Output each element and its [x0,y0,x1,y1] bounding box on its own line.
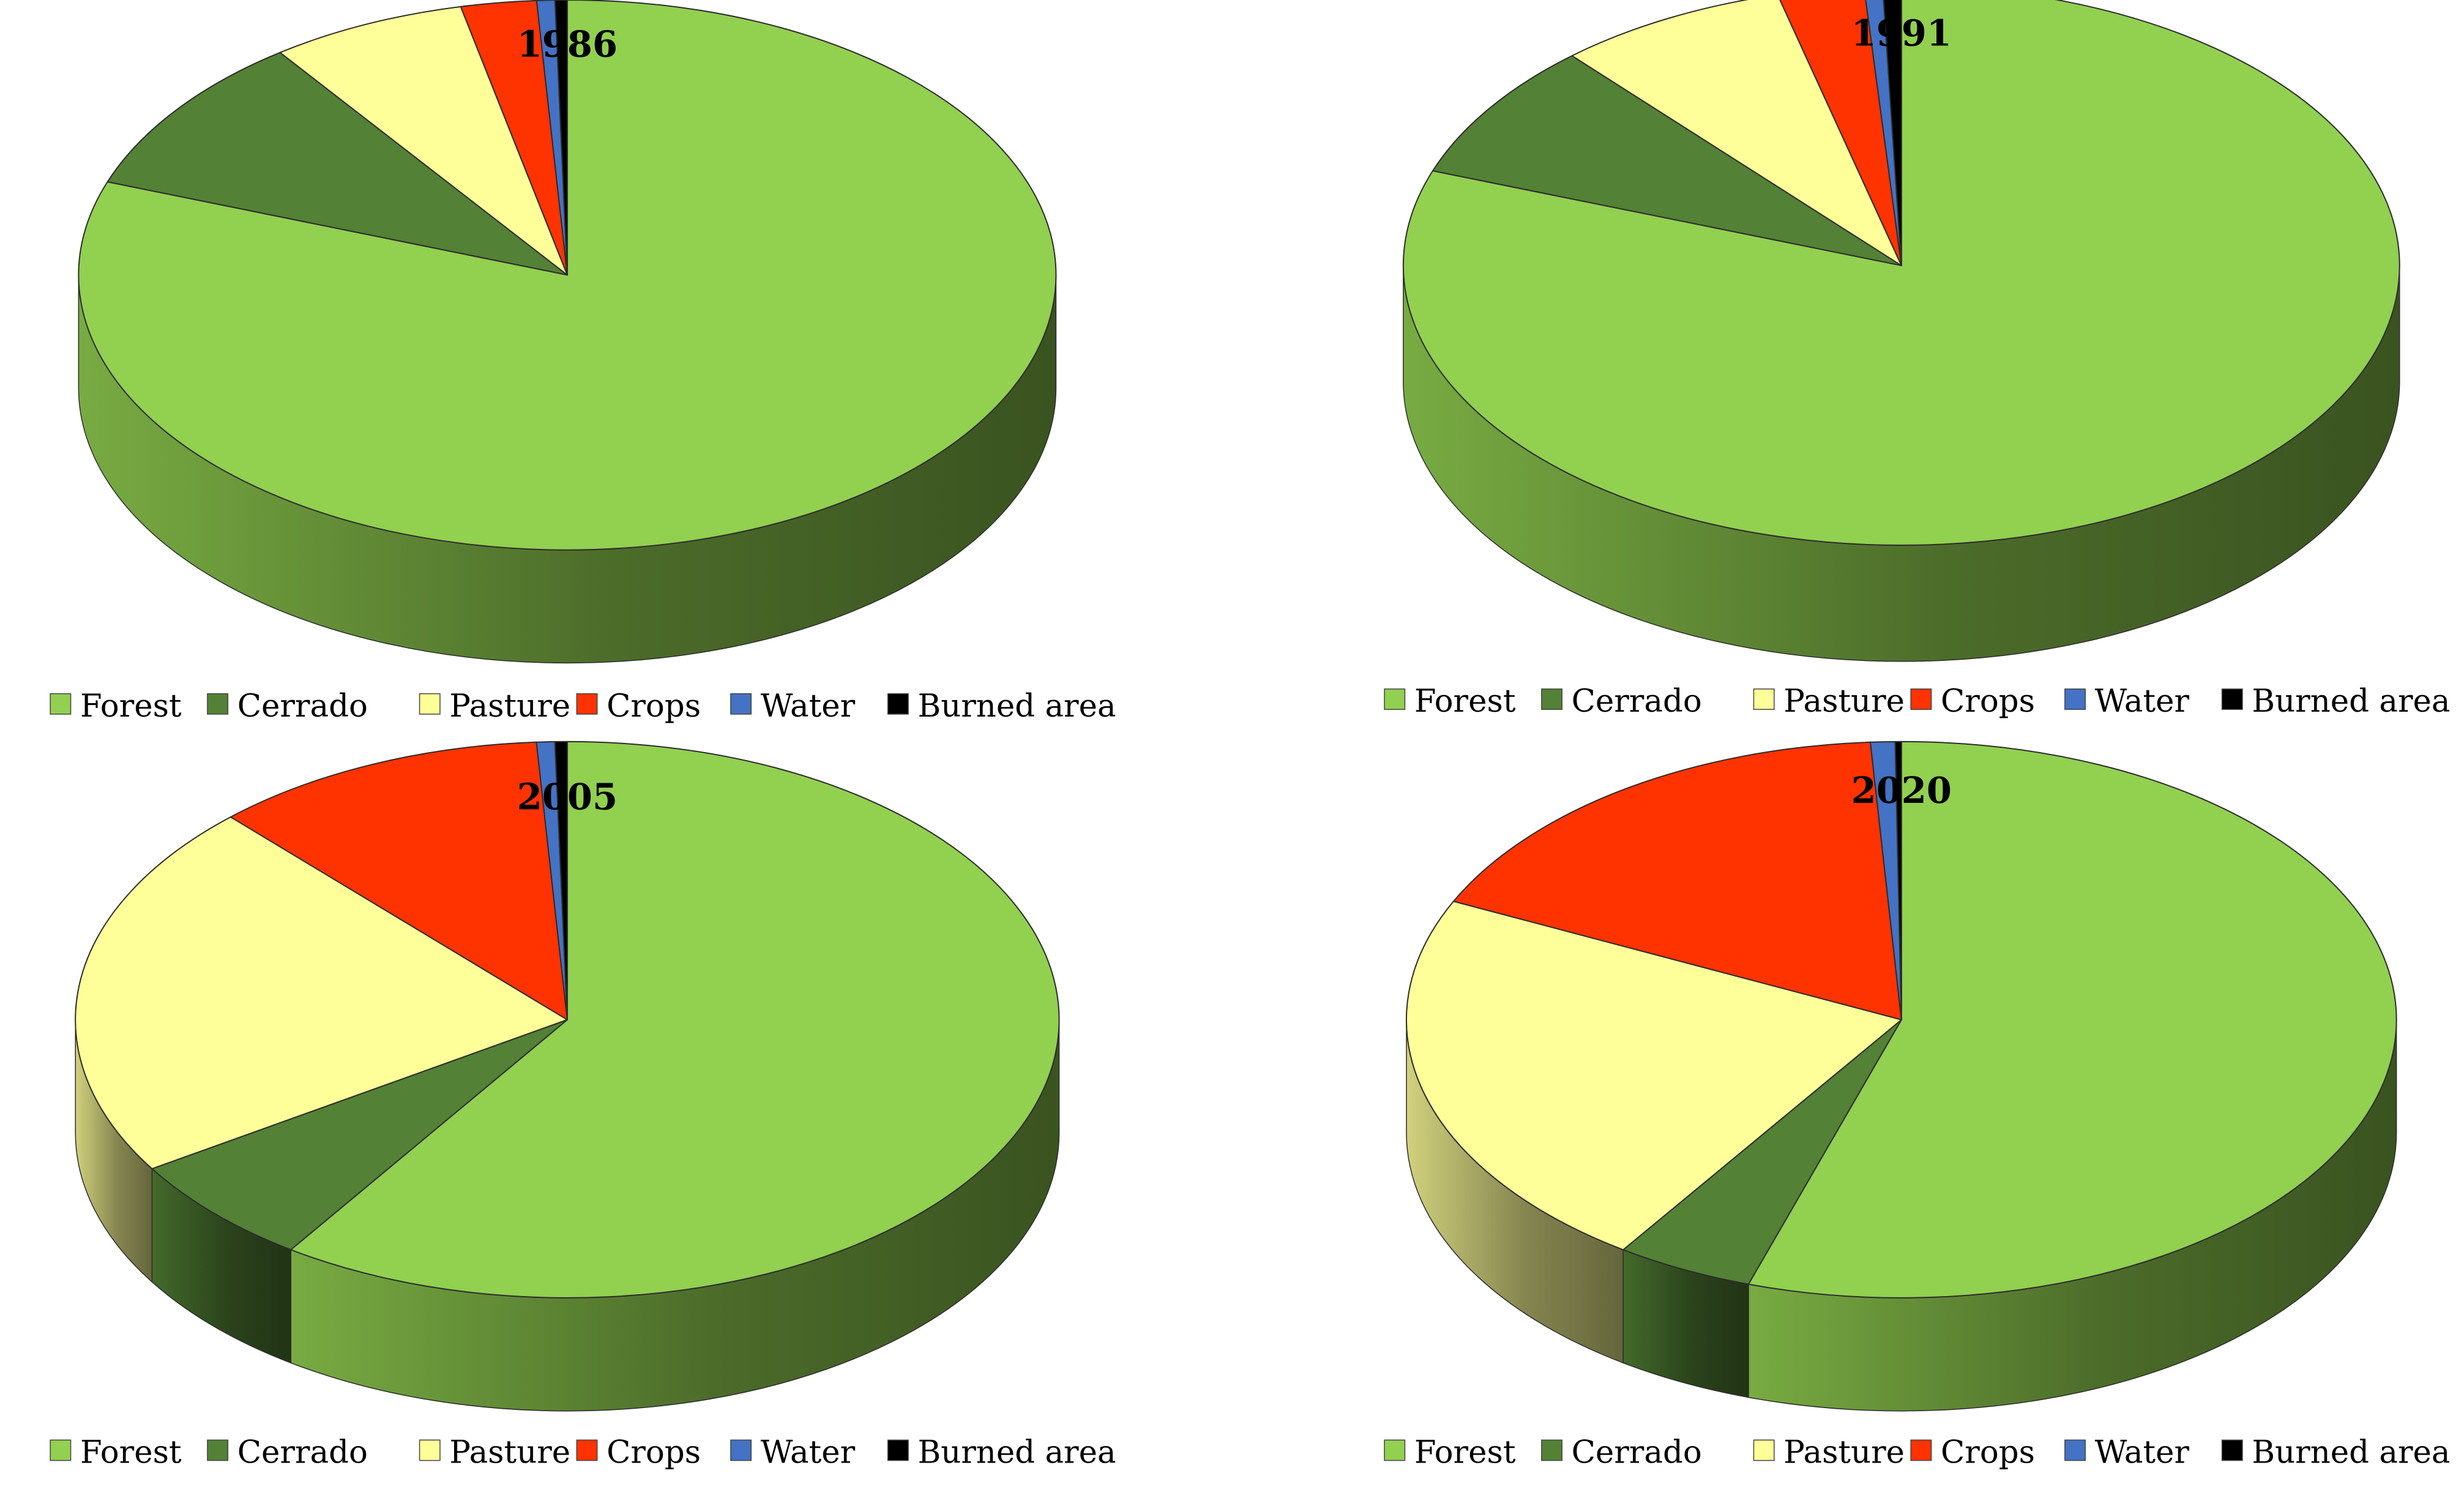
pie-slice-pasture-1991 [1571,0,1902,266]
legend-label-pasture: Pasture [1783,683,1905,720]
legend-label-cerrado: Cerrado [237,688,368,725]
legend-label-crops: Crops [607,1434,701,1471]
legend-label-burned-area: Burned area [917,1434,1116,1471]
legend-label-pasture: Pasture [449,688,570,725]
legend-label-forest: Forest [1414,1434,1516,1471]
legend-label-pasture: Pasture [449,1434,570,1471]
pie-slice-cerrado-2020 [1622,1019,1902,1285]
legend-marker-burned-area [887,693,909,715]
legend-marker-crops [1910,1439,1932,1461]
legend-label-crops: Crops [1941,683,2035,720]
legend-marker-crops [576,1439,598,1461]
legend-1991: Forest Cerrado Pasture Crops Water Burned are… [1384,683,2451,720]
legend-marker-pasture [1753,688,1775,710]
legend-label-forest: Forest [80,1434,182,1471]
pie-chart-2020: 2020 Forest Cerrado Pasture Crops Water Burned… [1384,740,2451,1471]
legend-label-pasture: Pasture [1783,1434,1905,1471]
legend-marker-crops [1910,688,1932,710]
legend-marker-forest [1384,688,1406,710]
legend-label-burned-area: Burned area [2252,1434,2450,1471]
pie-slice-burned-area-1986 [554,0,568,276]
legend-2005: Forest Cerrado Pasture Crops Water Burned are… [50,1434,1116,1471]
chart-title-2020: 2020 [1851,769,1952,811]
pie-slice-cerrado-1991 [1432,55,1902,266]
legend-marker-forest [1384,1439,1406,1461]
legend-marker-water [730,1439,752,1461]
legend-marker-pasture [419,1439,441,1461]
chart-title-1991: 1991 [1851,12,1952,54]
legend-label-crops: Crops [607,688,701,725]
legend-label-cerrado: Cerrado [1572,1434,1702,1471]
legend-label-burned-area: Burned area [2252,683,2450,720]
pie-slice-cerrado-2005 [151,1019,568,1251]
pie-slice-crops-1991 [1779,0,1902,266]
legend-marker-burned-area [2221,1439,2243,1461]
pie-chart-2005: 2005 Forest Cerrado Pasture Crops Water Burned… [50,740,1116,1471]
pie-slice-cerrado-1986 [106,51,568,276]
pie-slice-pasture-2020 [1406,900,1902,1251]
legend-label-cerrado: Cerrado [1572,683,1702,720]
pie-slice-crops-2020 [1452,741,1902,1021]
legend-label-cerrado: Cerrado [237,1434,368,1471]
legend-label-forest: Forest [80,688,182,725]
chart-title-2005: 2005 [517,775,618,818]
pie-slice-forest-2005 [290,740,1060,1299]
legend-marker-pasture [1753,1439,1775,1461]
legend-marker-cerrado [1541,1439,1562,1461]
legend-label-water: Water [761,688,856,725]
legend-label-water: Water [761,1434,856,1471]
pie-slice-forest-2020 [1747,740,2397,1299]
pie-slice-forest-1991 [1402,0,2400,546]
pie-slice-burned-area-2005 [554,740,568,1021]
pie-slice-burned-area-2020 [1894,740,1902,1021]
legend-label-forest: Forest [1414,683,1516,720]
pie-chart-1991: 1991 Forest Cerrado Pasture Crops Water Burned… [1384,0,2451,720]
legend-marker-water [2064,1439,2086,1461]
legend-marker-cerrado [207,1439,229,1461]
chart-title-1986: 1986 [517,23,618,65]
legend-marker-burned-area [2221,688,2243,710]
legend-label-crops: Crops [1941,1434,2035,1471]
pie-slice-pasture-2005 [75,816,568,1169]
pie-slice-water-1991 [1865,0,1902,266]
legend-marker-burned-area [887,1439,909,1461]
pie-slice-crops-2005 [230,741,568,1021]
legend-label-water: Water [2095,683,2190,720]
legend-marker-water [730,693,752,715]
legend-2020: Forest Cerrado Pasture Crops Water Burned are… [1384,1434,2451,1471]
legend-marker-crops [576,693,598,715]
pie-slice-pasture-1986 [279,6,568,276]
legend-label-water: Water [2095,1434,2190,1471]
pie-slice-burned-area-1991 [1883,0,1902,266]
legend-marker-forest [50,1439,72,1461]
legend-1986: Forest Cerrado Pasture Crops Water Burned are… [50,688,1116,725]
legend-marker-cerrado [1541,688,1562,710]
legend-marker-pasture [419,693,441,715]
legend-marker-water [2064,688,2086,710]
legend-marker-cerrado [207,693,229,715]
legend-label-burned-area: Burned area [917,688,1116,725]
legend-marker-forest [50,693,72,715]
pie-chart-1986: 1986 Forest Cerrado Pasture Crops Water Burned… [50,0,1116,725]
